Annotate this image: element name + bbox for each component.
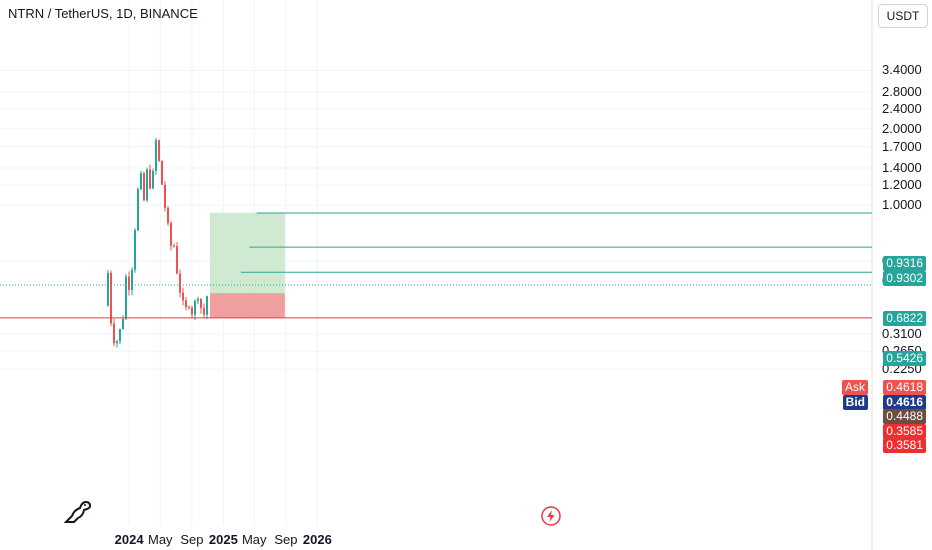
price-label-value: 0.6822: [886, 311, 923, 325]
candle-body: [164, 184, 166, 208]
candle-body: [155, 140, 157, 171]
candle-body: [143, 173, 145, 201]
y-tick-label: 2.8000: [882, 83, 922, 99]
price-label-ask: Ask 0.4618: [841, 380, 926, 395]
x-tick-label: 2026: [302, 532, 332, 547]
candle-body: [131, 269, 133, 291]
price-label-stop-1: 0.3585: [883, 424, 926, 439]
candle-body: [146, 169, 148, 201]
currency-button[interactable]: USDT: [878, 4, 928, 28]
y-tick-label: 2.4000: [882, 100, 922, 116]
price-label-tp-1: 0.9302: [883, 271, 926, 286]
price-label-tp-2: 0.6822: [883, 311, 926, 326]
x-tick-label: May: [147, 532, 173, 547]
position-zones: [209, 212, 285, 318]
y-tick-label: 3.4000: [882, 62, 922, 78]
candle-body: [203, 308, 205, 315]
candle-body: [152, 170, 154, 189]
candle-body: [158, 140, 160, 161]
candle-body: [110, 272, 112, 324]
candle-body: [173, 245, 175, 247]
candle-body: [206, 296, 208, 315]
candle-body: [113, 323, 115, 344]
candle-body: [122, 319, 124, 330]
candle-body: [134, 230, 136, 270]
price-label-value: 0.3585: [886, 424, 923, 438]
price-label-value: 0.4616: [886, 395, 923, 409]
y-tick-label: 1.2000: [882, 176, 922, 192]
price-label-value: 0.4618: [886, 380, 923, 394]
x-tick-label: Sep: [274, 532, 298, 547]
chart-title: NTRN / TetherUS, 1D, BINANCE: [8, 6, 198, 21]
y-tick-label: 2.0000: [882, 120, 922, 136]
x-tick-label: Sep: [180, 532, 204, 547]
candle-body: [119, 329, 121, 342]
candle-body: [149, 169, 151, 189]
grid: [0, 0, 873, 550]
price-label-entry: 0.4488: [883, 409, 926, 424]
candle-body: [197, 298, 199, 301]
tradingview-logo-icon[interactable]: [64, 500, 92, 524]
price-label-prefix: Bid: [842, 395, 868, 410]
y-tick-label: 1.4000: [882, 159, 922, 175]
candle-body: [179, 273, 181, 293]
candle-body: [185, 300, 187, 308]
candles: [107, 138, 208, 348]
candle-body: [194, 300, 196, 315]
price-label-value: 0.5426: [886, 351, 923, 365]
x-tick-label: 2024: [114, 532, 144, 547]
y-tick-label: 1.7000: [882, 138, 922, 154]
candle-body: [137, 189, 139, 231]
x-tick-label: 2025: [208, 532, 238, 547]
candle-body: [107, 272, 109, 306]
candle-body: [170, 223, 172, 246]
price-label-stop-2: 0.3581: [883, 438, 926, 453]
price-label-tp-top: 0.9316: [883, 256, 926, 271]
price-label-value: 0.9316: [886, 256, 923, 270]
candle-body: [128, 276, 130, 291]
price-label-value: 0.3581: [886, 438, 923, 452]
price-label-bid: Bid 0.4616: [842, 395, 926, 410]
profit-zone: [209, 212, 285, 294]
lightning-icon[interactable]: [541, 506, 561, 526]
y-tick-label: 0.3100: [882, 325, 922, 341]
candle-body: [167, 207, 169, 224]
price-label-prefix: Ask: [841, 380, 868, 395]
candle-body: [140, 173, 142, 190]
price-label-value: 0.9302: [886, 271, 923, 285]
price-label-tp-3: 0.5426: [883, 351, 926, 366]
candle-body: [161, 160, 163, 185]
level-lines: [0, 212, 872, 319]
price-label-value: 0.4488: [886, 409, 923, 423]
loss-zone: [209, 293, 285, 318]
candle-body: [125, 276, 127, 320]
candle-body: [176, 246, 178, 274]
candle-body: [116, 341, 118, 344]
candle-body: [191, 307, 193, 315]
y-tick-label: 1.0000: [882, 197, 922, 212]
candle-body: [182, 292, 184, 301]
x-tick-label: May: [241, 532, 267, 547]
candle-body: [200, 298, 202, 309]
candle-body: [188, 307, 190, 309]
